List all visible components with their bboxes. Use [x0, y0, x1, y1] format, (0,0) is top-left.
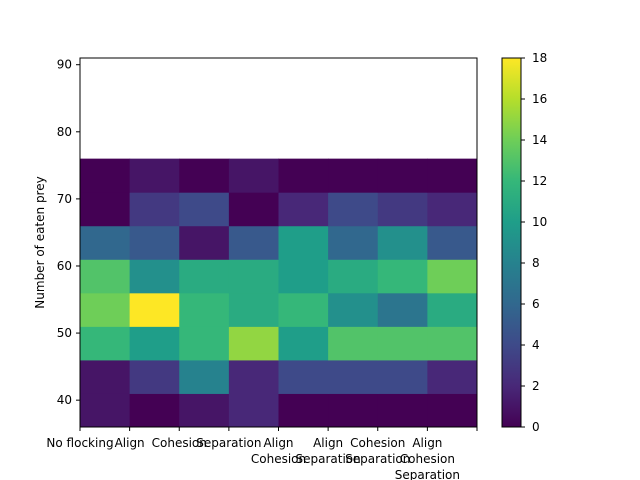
heatmap-cell — [328, 359, 379, 394]
colorbar-tick-label: 16 — [532, 92, 547, 106]
heatmap-cell — [80, 326, 131, 361]
heatmap-cell — [377, 359, 428, 394]
heatmap-cell — [328, 393, 379, 428]
heatmap-cell — [179, 292, 230, 327]
heatmap-cell — [129, 225, 180, 260]
heatmap-cell — [129, 192, 180, 227]
colorbar-axis: 0 2 4 6 8 10 12 14 16 18 — [521, 51, 547, 434]
heatmap-cell — [328, 326, 379, 361]
x-tick-label: Align Cohesion Separation — [395, 436, 460, 480]
heatmap-cell — [80, 259, 131, 294]
heatmap-cell — [328, 225, 379, 260]
heatmap-cell — [427, 158, 478, 193]
x-tick-label: Cohesion — [152, 436, 207, 450]
heatmap-cell — [427, 292, 478, 327]
colorbar-tick-label: 6 — [532, 297, 540, 311]
heatmap-cell — [427, 225, 478, 260]
heatmap-cell — [427, 259, 478, 294]
heatmap-cell — [179, 259, 230, 294]
heatmap-cell — [179, 393, 230, 428]
heatmap-cell — [278, 359, 329, 394]
heatmap-cell — [129, 292, 180, 327]
heatmap-cell — [129, 158, 180, 193]
colorbar-tick-label: 14 — [532, 133, 547, 147]
heatmap-cell — [228, 326, 279, 361]
colorbar-tick-label: 10 — [532, 215, 547, 229]
heatmap-cell — [377, 292, 428, 327]
y-axis: 40 50 60 70 80 90 — [57, 58, 80, 407]
heatmap-cells — [80, 158, 478, 428]
heatmap-cell — [179, 225, 230, 260]
colorbar-tick-label: 4 — [532, 338, 540, 352]
heatmap-cell — [179, 192, 230, 227]
heatmap-cell — [228, 158, 279, 193]
heatmap-cell — [278, 158, 329, 193]
colorbar-tick-label: 2 — [532, 379, 540, 393]
heatmap-cell — [278, 393, 329, 428]
x-tick-label: Align Separation — [296, 436, 361, 466]
heatmap-cell — [328, 259, 379, 294]
y-axis-label: Number of eaten prey — [33, 176, 47, 308]
heatmap-cell — [427, 326, 478, 361]
heatmap-cell — [228, 393, 279, 428]
heatmap-cell — [80, 393, 131, 428]
colorbar-tick-label: 0 — [532, 420, 540, 434]
heatmap-cell — [228, 192, 279, 227]
heatmap-cell — [80, 158, 131, 193]
heatmap-cell — [377, 192, 428, 227]
heatmap-cell — [377, 259, 428, 294]
x-tick-label: Separation — [196, 436, 261, 450]
heatmap-cell — [228, 292, 279, 327]
heatmap-cell — [377, 326, 428, 361]
y-tick-label: 90 — [57, 58, 72, 72]
heatmap-cell — [129, 326, 180, 361]
y-tick-label: 60 — [57, 259, 72, 273]
heatmap-cell — [278, 292, 329, 327]
y-tick-label: 70 — [57, 192, 72, 206]
heatmap-cell — [80, 192, 131, 227]
heatmap-cell — [278, 192, 329, 227]
heatmap-cell — [328, 158, 379, 193]
x-tick-label: Align — [115, 436, 145, 450]
heatmap-cell — [129, 259, 180, 294]
heatmap-cell — [427, 192, 478, 227]
colorbar-tick-label: 12 — [532, 174, 547, 188]
heatmap-cell — [328, 192, 379, 227]
y-tick-label: 50 — [57, 326, 72, 340]
heatmap-cell — [377, 225, 428, 260]
heatmap-cell — [278, 326, 329, 361]
y-tick-label: 80 — [57, 125, 72, 139]
heatmap-cell — [80, 359, 131, 394]
heatmap-cell — [228, 225, 279, 260]
heatmap-cell — [278, 225, 329, 260]
heatmap-cell — [328, 292, 379, 327]
colorbar-tick-label: 8 — [532, 256, 540, 270]
colorbar-tick-label: 18 — [532, 51, 547, 65]
heatmap-cell — [179, 158, 230, 193]
colorbar — [502, 58, 521, 427]
colorbar-frame — [501, 57, 522, 428]
heatmap-cell — [377, 158, 428, 193]
heatmap-cell — [179, 359, 230, 394]
heatmap-cell — [427, 393, 478, 428]
heatmap-cell — [129, 359, 180, 394]
heatmap-cell — [278, 259, 329, 294]
y-tick-label: 40 — [57, 393, 72, 407]
heatmap-cell — [80, 292, 131, 327]
heatmap-cell — [228, 359, 279, 394]
heatmap-cell — [129, 393, 180, 428]
heatmap-cell — [228, 259, 279, 294]
x-tick-label: Cohesion Separation — [345, 436, 410, 466]
heatmap-cell — [427, 359, 478, 394]
heatmap-cell — [377, 393, 428, 428]
x-tick-label: No flocking — [46, 436, 113, 450]
x-tick-label: Align Cohesion — [251, 436, 306, 466]
heatmap-cell — [80, 225, 131, 260]
heatmap-cell — [179, 326, 230, 361]
